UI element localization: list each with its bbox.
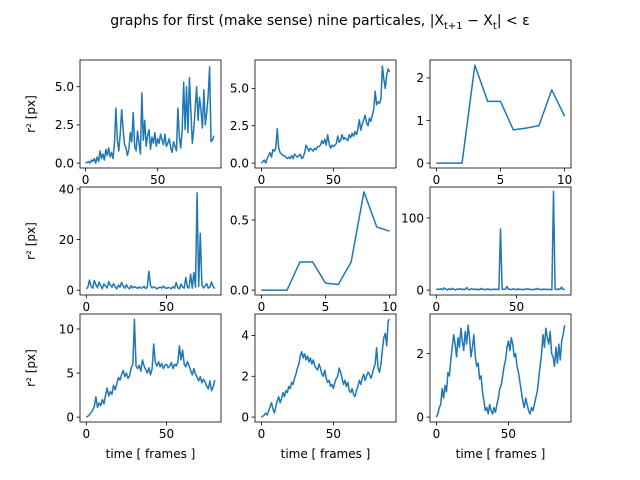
subplot-3: 0 5 10 0 1 2 (416, 59, 572, 187)
subplot-1: 0 50 0.0 2.5 5.0 r² [px] (24, 59, 222, 187)
y-axis-label: r² [px] (24, 349, 38, 387)
figure-title-mid: − X (463, 13, 494, 29)
figure-title: graphs for first (make sense) nine parti… (110, 13, 530, 32)
axes-frame (429, 59, 572, 169)
y-tick-label: 0 (241, 410, 249, 424)
series-line (85, 192, 216, 290)
x-tick-label: 0 (258, 427, 266, 441)
y-tick-label: 4 (241, 329, 249, 343)
axes-frame (429, 186, 572, 296)
x-tick-label: 5 (497, 173, 505, 187)
axes-frame (79, 59, 222, 169)
axes-frame (254, 186, 397, 296)
x-tick-label: 0 (82, 427, 90, 441)
x-tick-label: 50 (326, 173, 341, 187)
subplot-4: 0 50 0 20 40 r² [px] (24, 182, 222, 314)
x-axis-label: time [ frames ] (106, 447, 196, 461)
x-tick-label: 0 (433, 173, 441, 187)
x-tick-label: 10 (557, 173, 572, 187)
subplot-5: 0 5 10 0.0 0.5 (230, 186, 397, 314)
y-tick-label: 0.0 (230, 283, 249, 297)
y-tick-label: 0.0 (230, 156, 249, 170)
subplot-9: 0 50 0 2 time [ frames ] (416, 313, 572, 461)
series-line (85, 66, 215, 164)
subplot-8: 0 50 0 2 4 time [ frames ] (241, 313, 397, 461)
y-tick-label: 2.5 (230, 119, 249, 133)
y-tick-label: 2 (416, 347, 424, 361)
y-tick-label: 20 (59, 233, 74, 247)
y-tick-label: 0 (416, 156, 424, 170)
series-line (260, 318, 391, 418)
subplot-2: 0 50 0.0 2.5 5.0 (230, 59, 397, 187)
axes-frame (254, 313, 397, 423)
y-tick-label: 40 (59, 182, 74, 196)
y-tick-label: 0 (66, 283, 74, 297)
series-line (436, 64, 566, 164)
y-tick-label: 1 (416, 114, 424, 128)
x-tick-label: 50 (159, 300, 174, 314)
series-line (260, 65, 391, 164)
axes-frame (254, 59, 397, 169)
series-line (261, 191, 390, 291)
y-tick-label: 0 (416, 410, 424, 424)
axes-frame (429, 313, 572, 423)
y-tick-label: 0.5 (230, 213, 249, 227)
x-tick-label: 0 (433, 427, 441, 441)
x-tick-label: 0 (432, 300, 440, 314)
x-tick-label: 0 (82, 173, 90, 187)
x-tick-label: 0 (258, 173, 266, 187)
subplot-6: 0 50 0 100 (401, 186, 572, 314)
figure-title-sub2: t (493, 21, 497, 32)
y-tick-label: 5 (66, 366, 74, 380)
x-axis-label: time [ frames ] (281, 447, 371, 461)
y-tick-label: 5.0 (55, 80, 74, 94)
series-line (85, 318, 216, 418)
series-line (435, 190, 565, 291)
y-tick-label: 0.0 (55, 156, 74, 170)
x-tick-label: 5 (322, 300, 330, 314)
figure-title-end: | < ε (497, 13, 530, 29)
y-tick-label: 2 (241, 370, 249, 384)
series-line (435, 324, 566, 418)
y-tick-label: 100 (401, 211, 424, 225)
y-tick-label: 10 (59, 322, 74, 336)
axes-frame (79, 313, 222, 423)
figure-title-main: graphs for first (make sense) nine parti… (110, 13, 444, 29)
y-tick-label: 0 (66, 410, 74, 424)
y-tick-label: 2.5 (55, 118, 74, 132)
y-tick-label: 0 (416, 283, 424, 297)
x-tick-label: 50 (150, 173, 165, 187)
subplot-7: 0 50 0 5 10 r² [px] time [ frames ] (24, 313, 222, 461)
axes-frame (79, 186, 222, 296)
x-axis-label: time [ frames ] (456, 447, 546, 461)
x-tick-label: 50 (159, 427, 174, 441)
figure-title-sub1: t+1 (444, 21, 463, 32)
x-tick-label: 50 (501, 427, 516, 441)
y-axis-label: r² [px] (24, 222, 38, 260)
y-tick-label: 2 (416, 71, 424, 85)
x-tick-label: 50 (326, 427, 341, 441)
x-tick-label: 0 (82, 300, 90, 314)
x-tick-label: 50 (509, 300, 524, 314)
x-tick-label: 0 (258, 300, 266, 314)
y-tick-label: 5.0 (230, 82, 249, 96)
y-axis-label: r² [px] (24, 95, 38, 133)
x-tick-label: 10 (382, 300, 397, 314)
